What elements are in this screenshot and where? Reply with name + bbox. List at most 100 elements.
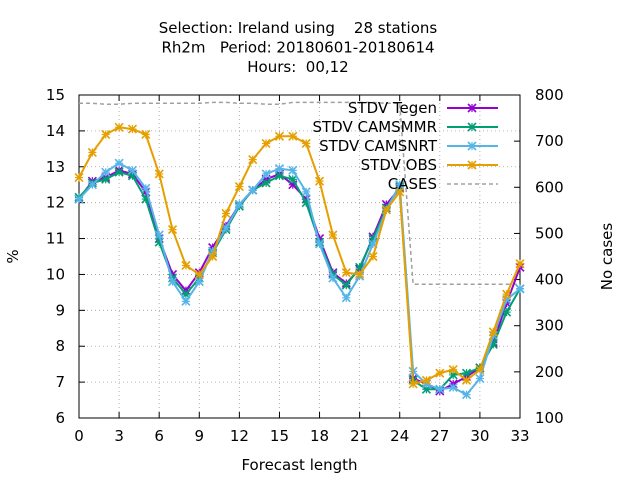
- x-tick-label: 0: [74, 427, 84, 445]
- data-point: [515, 259, 525, 269]
- x-tick-label: 21: [350, 427, 369, 445]
- y-tick-label: 8: [55, 337, 65, 355]
- x-tick-label: 33: [510, 427, 529, 445]
- data-point: [221, 208, 231, 218]
- y2-tick-label: 100: [535, 409, 564, 427]
- legend-label: STDV CAMSNRT: [319, 137, 438, 155]
- y2-tick-label: 700: [535, 132, 564, 150]
- data-point: [234, 181, 244, 192]
- legend-label: CASES: [388, 175, 437, 193]
- data-point: [368, 251, 378, 262]
- legend-label: STDV Tegen: [348, 99, 437, 117]
- series-line: [78, 126, 521, 386]
- data-point: [467, 160, 477, 170]
- y2-tick-label: 400: [535, 271, 564, 289]
- data-point: [167, 225, 178, 235]
- data-point: [181, 260, 191, 271]
- plot-frame: [78, 94, 521, 419]
- x-tick-label: 15: [270, 427, 289, 445]
- data-point: [154, 230, 164, 240]
- data-point: [341, 280, 351, 290]
- data-point: [301, 138, 311, 149]
- y-tick-label: 10: [46, 265, 65, 283]
- data-point: [448, 364, 458, 375]
- data-point: [461, 375, 472, 385]
- data-point: [74, 194, 84, 204]
- data-point: [461, 368, 472, 378]
- data-point: [467, 122, 477, 132]
- data-point: [435, 384, 445, 394]
- y-tick-label: 7: [55, 373, 65, 391]
- data-point: [208, 251, 218, 262]
- series-cases: [79, 101, 520, 285]
- legend-entry-stdv-camsnrt: STDV CAMSNRT: [319, 137, 498, 155]
- series-stdv-obs: [74, 122, 525, 389]
- data-point: [87, 147, 97, 157]
- grid: [79, 95, 520, 418]
- data-point: [288, 174, 298, 184]
- data-point: [194, 269, 204, 280]
- data-point: [114, 158, 124, 168]
- data-point: [381, 205, 391, 215]
- x-tick-label: 24: [390, 427, 409, 445]
- y2-tick-label: 200: [535, 363, 564, 381]
- data-point: [314, 239, 325, 249]
- data-point: [87, 180, 97, 190]
- data-point: [248, 155, 258, 165]
- data-point: [261, 178, 271, 188]
- title-line: Selection: Ireland using 28 stations: [159, 19, 438, 37]
- y-tick-label: 6: [55, 409, 65, 427]
- data-point: [181, 296, 191, 306]
- data-point: [114, 122, 124, 132]
- title-line: Hours: 00,12: [247, 58, 348, 76]
- data-point: [141, 183, 151, 193]
- series-stdv-tegen: [74, 165, 525, 396]
- data-point: [167, 277, 178, 287]
- data-point: [355, 269, 365, 280]
- x-tick-label: 30: [470, 427, 489, 445]
- data-point: [488, 327, 498, 337]
- data-point: [448, 382, 458, 393]
- series-layer: [74, 101, 525, 400]
- x-tick-label: 18: [310, 427, 329, 445]
- data-point: [301, 187, 311, 197]
- x-tick-label: 6: [154, 427, 164, 445]
- data-point: [328, 230, 338, 240]
- y2-tick-label: 800: [535, 86, 564, 104]
- x-axis-label: Forecast length: [241, 456, 357, 474]
- data-point: [127, 165, 138, 175]
- chart-title: Selection: Ireland using 28 stations Rh2m…: [159, 19, 438, 76]
- data-point: [467, 141, 477, 151]
- y-axis-label: %: [4, 249, 22, 263]
- data-point: [261, 169, 271, 179]
- y-tick-label: 13: [46, 158, 65, 176]
- y-tick-label: 11: [46, 230, 65, 248]
- y2-tick-label: 600: [535, 178, 564, 196]
- data-point: [288, 165, 298, 175]
- data-point: [101, 174, 111, 184]
- y2-tick-label: 300: [535, 317, 564, 335]
- data-point: [234, 199, 244, 210]
- data-point: [274, 164, 285, 174]
- title-line: Rh2m Period: 20180601-20180614: [161, 39, 434, 57]
- data-point: [274, 131, 285, 141]
- data-point: [395, 187, 405, 197]
- data-point: [101, 167, 111, 177]
- legend-entry-stdv-tegen: STDV Tegen: [348, 99, 498, 117]
- y-tick-label: 14: [46, 122, 65, 140]
- y-tick-label: 9: [55, 301, 65, 319]
- data-point: [515, 284, 525, 294]
- data-point: [194, 277, 204, 287]
- data-point: [467, 103, 477, 113]
- data-point: [421, 375, 432, 385]
- data-point: [261, 138, 271, 149]
- data-point: [341, 293, 351, 303]
- data-point: [408, 379, 418, 389]
- legend-entry-stdv-camsmmr: STDV CAMSMMR: [312, 118, 498, 136]
- data-point: [502, 289, 512, 299]
- series-line: [79, 101, 520, 285]
- x-tick-label: 27: [430, 427, 449, 445]
- data-point: [248, 185, 258, 195]
- series-line: [78, 171, 521, 391]
